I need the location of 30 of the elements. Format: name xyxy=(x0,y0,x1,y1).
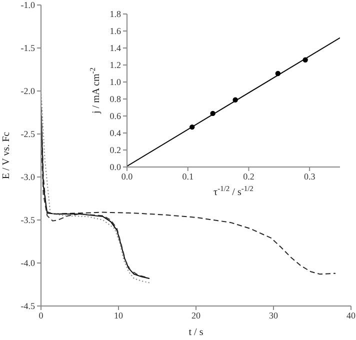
y-tick-label: 1.4 xyxy=(110,43,122,54)
y-tick-label: 1.8 xyxy=(110,9,122,20)
y-tick-label: 1.2 xyxy=(110,60,121,70)
x-tick-label: 0.0 xyxy=(121,171,134,182)
x-tick-label: 30 xyxy=(269,310,278,320)
x-tick-label: 0 xyxy=(38,310,44,320)
y-tick-label: 0.0 xyxy=(110,162,122,172)
y-axis-title: E / V vs. Fc xyxy=(1,131,12,180)
y-tick-label: -4.5 xyxy=(20,301,36,312)
y-tick-label: -4.0 xyxy=(20,258,36,268)
y-tick-label: -3.5 xyxy=(20,215,36,226)
y-tick-label: 0.2 xyxy=(110,145,121,156)
x-tick-label: 0.3 xyxy=(304,171,316,182)
y-tick-label: 0.6 xyxy=(110,111,122,122)
x-axis-title: τ$^{-1/2}$ / s$^{-1/2}$ xyxy=(214,184,254,198)
y-tick-label: -1.5 xyxy=(20,43,36,54)
x-tick-label: 0.1 xyxy=(182,171,194,182)
x-axis-title: t / s xyxy=(188,327,204,338)
y-tick-label: 0.4 xyxy=(110,128,122,138)
y-tick-label: 1.6 xyxy=(110,26,122,36)
x-tick-label: 0.2 xyxy=(243,171,254,182)
y-tick-label: 0.8 xyxy=(110,94,122,104)
x-tick-label: 40 xyxy=(346,310,356,320)
x-tick-label: 10 xyxy=(114,310,124,320)
y-tick-label: -1.0 xyxy=(20,0,36,10)
y-tick-label: -2.5 xyxy=(20,129,36,140)
x-tick-label: 20 xyxy=(192,310,201,320)
y-tick-label: -2.0 xyxy=(20,86,36,96)
y-tick-label: 1.0 xyxy=(110,77,122,88)
y-tick-label: -3.0 xyxy=(20,172,36,182)
